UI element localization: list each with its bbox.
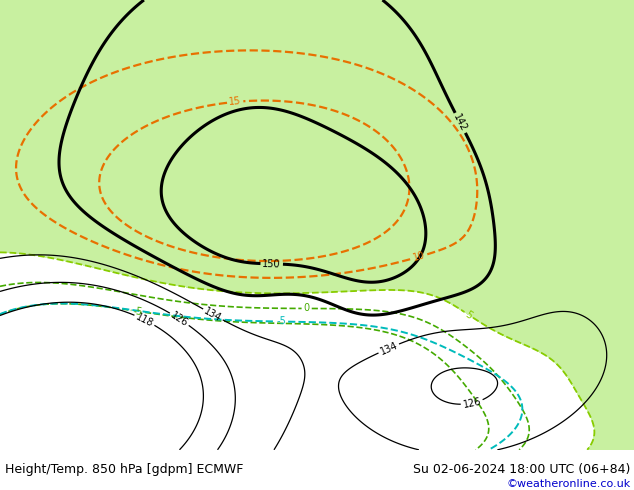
Text: 134: 134 [378, 340, 399, 357]
Text: -5: -5 [276, 317, 286, 327]
Text: -5: -5 [133, 306, 144, 317]
Text: 142: 142 [451, 112, 469, 133]
Text: Height/Temp. 850 hPa [gdpm] ECMWF: Height/Temp. 850 hPa [gdpm] ECMWF [5, 463, 243, 476]
Text: 126: 126 [169, 310, 190, 328]
Text: 10: 10 [412, 250, 427, 263]
Text: 134: 134 [202, 306, 223, 323]
Text: 0: 0 [304, 303, 310, 314]
Text: 118: 118 [134, 311, 155, 328]
Text: ©weatheronline.co.uk: ©weatheronline.co.uk [507, 479, 631, 489]
Text: 126: 126 [462, 396, 482, 410]
Text: 150: 150 [262, 259, 281, 269]
Text: 5: 5 [463, 309, 474, 321]
Text: 15: 15 [228, 97, 242, 107]
Text: Su 02-06-2024 18:00 UTC (06+84): Su 02-06-2024 18:00 UTC (06+84) [413, 463, 631, 476]
